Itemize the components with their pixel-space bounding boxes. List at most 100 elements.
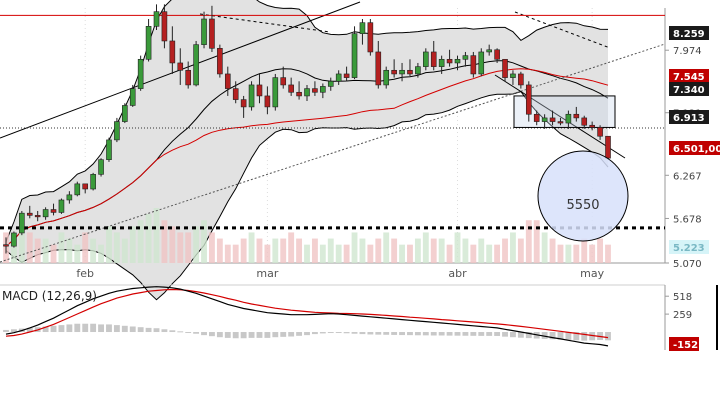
macd-histogram-bar	[3, 329, 9, 333]
candle-body	[232, 88, 239, 100]
candle-body	[391, 69, 397, 75]
candle-body	[383, 69, 390, 86]
candle-body	[478, 51, 485, 75]
volume-bar	[10, 238, 17, 263]
candle-body	[74, 183, 81, 196]
macd-histogram-bar	[343, 332, 350, 334]
annotation-label: 5550	[566, 198, 599, 213]
volume-bar	[494, 244, 501, 263]
macd-histogram-bar	[272, 332, 279, 338]
volume-bar	[438, 238, 445, 263]
macd-histogram-bar	[446, 332, 453, 336]
candle-body	[169, 40, 176, 64]
macd-histogram-bar	[106, 324, 112, 333]
macd-histogram-bar	[201, 332, 207, 336]
macd-histogram-bar	[541, 332, 548, 339]
volume-bar	[597, 238, 604, 263]
candle-body	[304, 88, 310, 97]
macd-histogram-bar	[248, 332, 255, 338]
candle-body	[518, 73, 524, 86]
candle-body	[209, 18, 215, 49]
volume-bar	[129, 226, 136, 263]
candle-body	[430, 51, 437, 67]
price-label: 6.913	[669, 110, 709, 124]
candle-body	[256, 84, 263, 97]
volume-bar	[304, 244, 310, 263]
candle-body	[407, 69, 413, 75]
macd-histogram-bar	[304, 332, 310, 336]
price-label-text: 8.259	[673, 29, 705, 40]
candle-body	[264, 95, 271, 108]
volume-bar	[573, 244, 580, 263]
macd-histogram-bar	[74, 323, 81, 333]
price-label: 7.340	[669, 82, 709, 96]
macd-histogram-bar	[422, 332, 429, 336]
candle-body	[185, 69, 191, 86]
candle-body	[3, 244, 9, 247]
macd-histogram-bar	[153, 328, 160, 333]
price-label-text: 7.340	[673, 85, 705, 96]
volume-bar	[399, 244, 405, 263]
volume-bar	[201, 220, 207, 263]
macd-histogram-bar	[296, 332, 303, 336]
candle-body	[470, 55, 477, 75]
candle-body	[565, 113, 572, 124]
candle-body	[446, 58, 453, 64]
volume-bar	[177, 232, 184, 263]
volume-bar	[106, 226, 112, 263]
candle-body	[137, 58, 144, 89]
volume-bar	[296, 238, 303, 263]
macd-histogram-bar	[549, 332, 556, 340]
candle-body	[549, 117, 556, 122]
volume-bar	[327, 238, 334, 263]
volume-bar	[98, 244, 104, 263]
y-tick-label: 5.678	[673, 214, 702, 225]
candle-body	[288, 84, 294, 93]
candle-body	[145, 26, 152, 60]
candle-body	[581, 117, 588, 126]
macd-histogram-bar	[82, 323, 89, 333]
candle-body	[533, 113, 540, 122]
candle-body	[438, 58, 445, 67]
candle-body	[605, 135, 611, 159]
volume-bar	[209, 232, 215, 263]
macd-histogram-bar	[98, 324, 104, 333]
macd-tick-label: 518	[673, 292, 692, 303]
macd-histogram-bar	[391, 332, 398, 335]
macd-histogram-bar	[367, 332, 374, 335]
macd-histogram-bar	[383, 332, 390, 335]
macd-histogram-bar	[280, 332, 287, 337]
price-label: 6.501,00	[669, 141, 720, 155]
macd-tick-label: 259	[673, 310, 692, 321]
candle-body	[312, 88, 318, 93]
y-tick-label: 6.267	[673, 171, 702, 182]
volume-bar	[414, 238, 421, 263]
volume-bar	[549, 238, 556, 263]
candle-body	[399, 69, 405, 75]
volume-bar	[367, 244, 374, 263]
macd-histogram-bar	[430, 332, 437, 336]
candle-body	[19, 212, 25, 234]
macd-histogram-bar	[311, 332, 318, 335]
macd-histogram-bar	[161, 329, 168, 333]
volume-bar	[478, 238, 485, 263]
price-label-box	[669, 69, 709, 83]
x-tick-label: abr	[448, 267, 467, 280]
volume-bar	[533, 220, 540, 263]
price-label-text: 7.545	[673, 72, 705, 83]
volume-bar	[541, 232, 548, 263]
macd-histogram-bar	[42, 326, 49, 333]
macd-histogram-bar	[256, 332, 263, 338]
volume-bar	[383, 232, 390, 263]
candle-body	[98, 159, 104, 175]
candle-body	[557, 121, 564, 124]
macd-histogram-bar	[517, 332, 524, 338]
volume-bar	[446, 244, 453, 263]
candle-body	[280, 77, 287, 86]
volume-bar	[74, 244, 81, 263]
macd-histogram-bar	[58, 325, 65, 333]
volume-bar	[193, 226, 200, 263]
volume-bar	[18, 226, 25, 263]
price-label-text: 6.913	[673, 113, 705, 124]
